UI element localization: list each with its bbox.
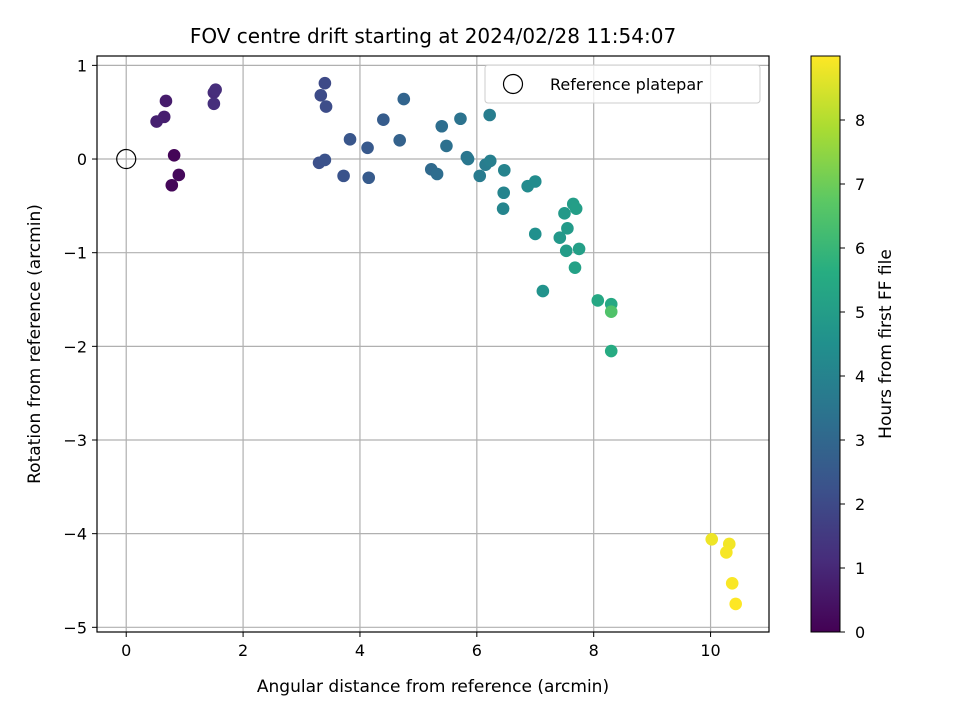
legend: Reference platepar: [484, 64, 761, 104]
x-tick-label: 4: [355, 641, 365, 660]
colorbar-ticks: 0 1 2 3 4 5 6 7 8: [840, 111, 865, 642]
y-tick-label: −5: [63, 618, 87, 637]
y-tick-label: −2: [63, 337, 87, 356]
data-point: [314, 89, 328, 102]
data-point: [729, 597, 742, 611]
colorbar-tick-label: 4: [855, 367, 865, 386]
data-point: [165, 178, 179, 192]
y-axis-label: Rotation from reference (arcmin): [25, 204, 45, 484]
data-point: [569, 202, 583, 215]
data-point: [454, 112, 467, 126]
colorbar-label: Hours from first FF file: [876, 249, 896, 439]
data-point: [430, 167, 444, 181]
colorbar-tick-label: 3: [855, 431, 865, 450]
data-point: [483, 108, 496, 122]
data-point: [440, 139, 453, 153]
x-axis-ticks: 0 2 4 6 8 10: [121, 632, 721, 660]
y-tick-label: 0: [77, 150, 87, 169]
gridlines: [97, 56, 769, 632]
x-tick-label: 6: [472, 641, 482, 660]
data-point: [150, 115, 163, 128]
data-point: [558, 207, 571, 220]
legend-box: [484, 64, 761, 104]
data-point: [435, 119, 449, 133]
reference-marker-group: [116, 148, 137, 170]
data-point: [568, 261, 582, 274]
data-point: [497, 186, 511, 200]
data-point: [528, 175, 542, 188]
data-point: [393, 133, 406, 147]
x-axis-label: Angular distance from reference (arcmin): [257, 677, 609, 697]
data-point: [720, 546, 733, 559]
data-point: [705, 532, 719, 546]
data-point: [553, 231, 567, 244]
data-point: [604, 344, 618, 358]
data-point: [159, 94, 173, 108]
colorbar: [810, 55, 841, 633]
legend-label: Reference platepar: [550, 75, 703, 94]
data-point: [167, 148, 181, 162]
data-point: [725, 576, 739, 590]
y-tick-label: −4: [63, 525, 87, 544]
data-point: [337, 169, 350, 183]
colorbar-tick-label: 6: [855, 239, 865, 258]
colorbar-tick-label: 2: [855, 495, 865, 514]
data-point: [172, 168, 186, 182]
data-point: [561, 222, 574, 235]
data-point: [483, 154, 497, 168]
x-tick-label: 8: [589, 641, 599, 660]
data-point: [496, 202, 510, 215]
data-point: [361, 141, 374, 155]
data-point: [319, 100, 333, 113]
data-point: [397, 92, 411, 106]
colorbar-tick-label: 5: [855, 303, 865, 322]
chart-title: FOV centre drift starting at 2024/02/28 …: [190, 24, 676, 48]
colorbar-tick-label: 8: [855, 111, 865, 130]
x-tick-label: 0: [121, 641, 131, 660]
data-point: [473, 169, 487, 183]
data-points: [150, 76, 742, 611]
y-tick-label: −3: [63, 431, 87, 450]
data-point: [572, 242, 586, 256]
plot-area-frame: [96, 55, 770, 633]
data-point: [528, 227, 542, 241]
data-point: [497, 163, 511, 177]
colorbar-tick-label: 7: [855, 175, 865, 194]
colorbar-tick-label: 1: [855, 559, 865, 578]
data-point: [559, 244, 573, 258]
data-point: [209, 83, 222, 97]
data-point: [318, 76, 332, 90]
data-point: [461, 152, 475, 166]
y-tick-label: −1: [63, 244, 87, 263]
data-point: [343, 133, 357, 146]
data-point: [362, 171, 376, 185]
data-point: [591, 294, 605, 307]
y-axis-ticks: 1 0 −1 −2 −3 −4 −5: [63, 56, 97, 637]
data-point: [604, 305, 618, 318]
data-point: [536, 284, 550, 298]
reference-platepar-marker: [116, 148, 137, 170]
y-tick-label: 1: [77, 56, 87, 75]
data-point: [318, 153, 332, 167]
data-point: [207, 97, 221, 111]
legend-marker-icon: [502, 73, 524, 95]
data-point: [377, 113, 390, 126]
x-tick-label: 10: [700, 641, 720, 660]
x-tick-label: 2: [238, 641, 248, 660]
colorbar-tick-label: 0: [855, 623, 865, 642]
